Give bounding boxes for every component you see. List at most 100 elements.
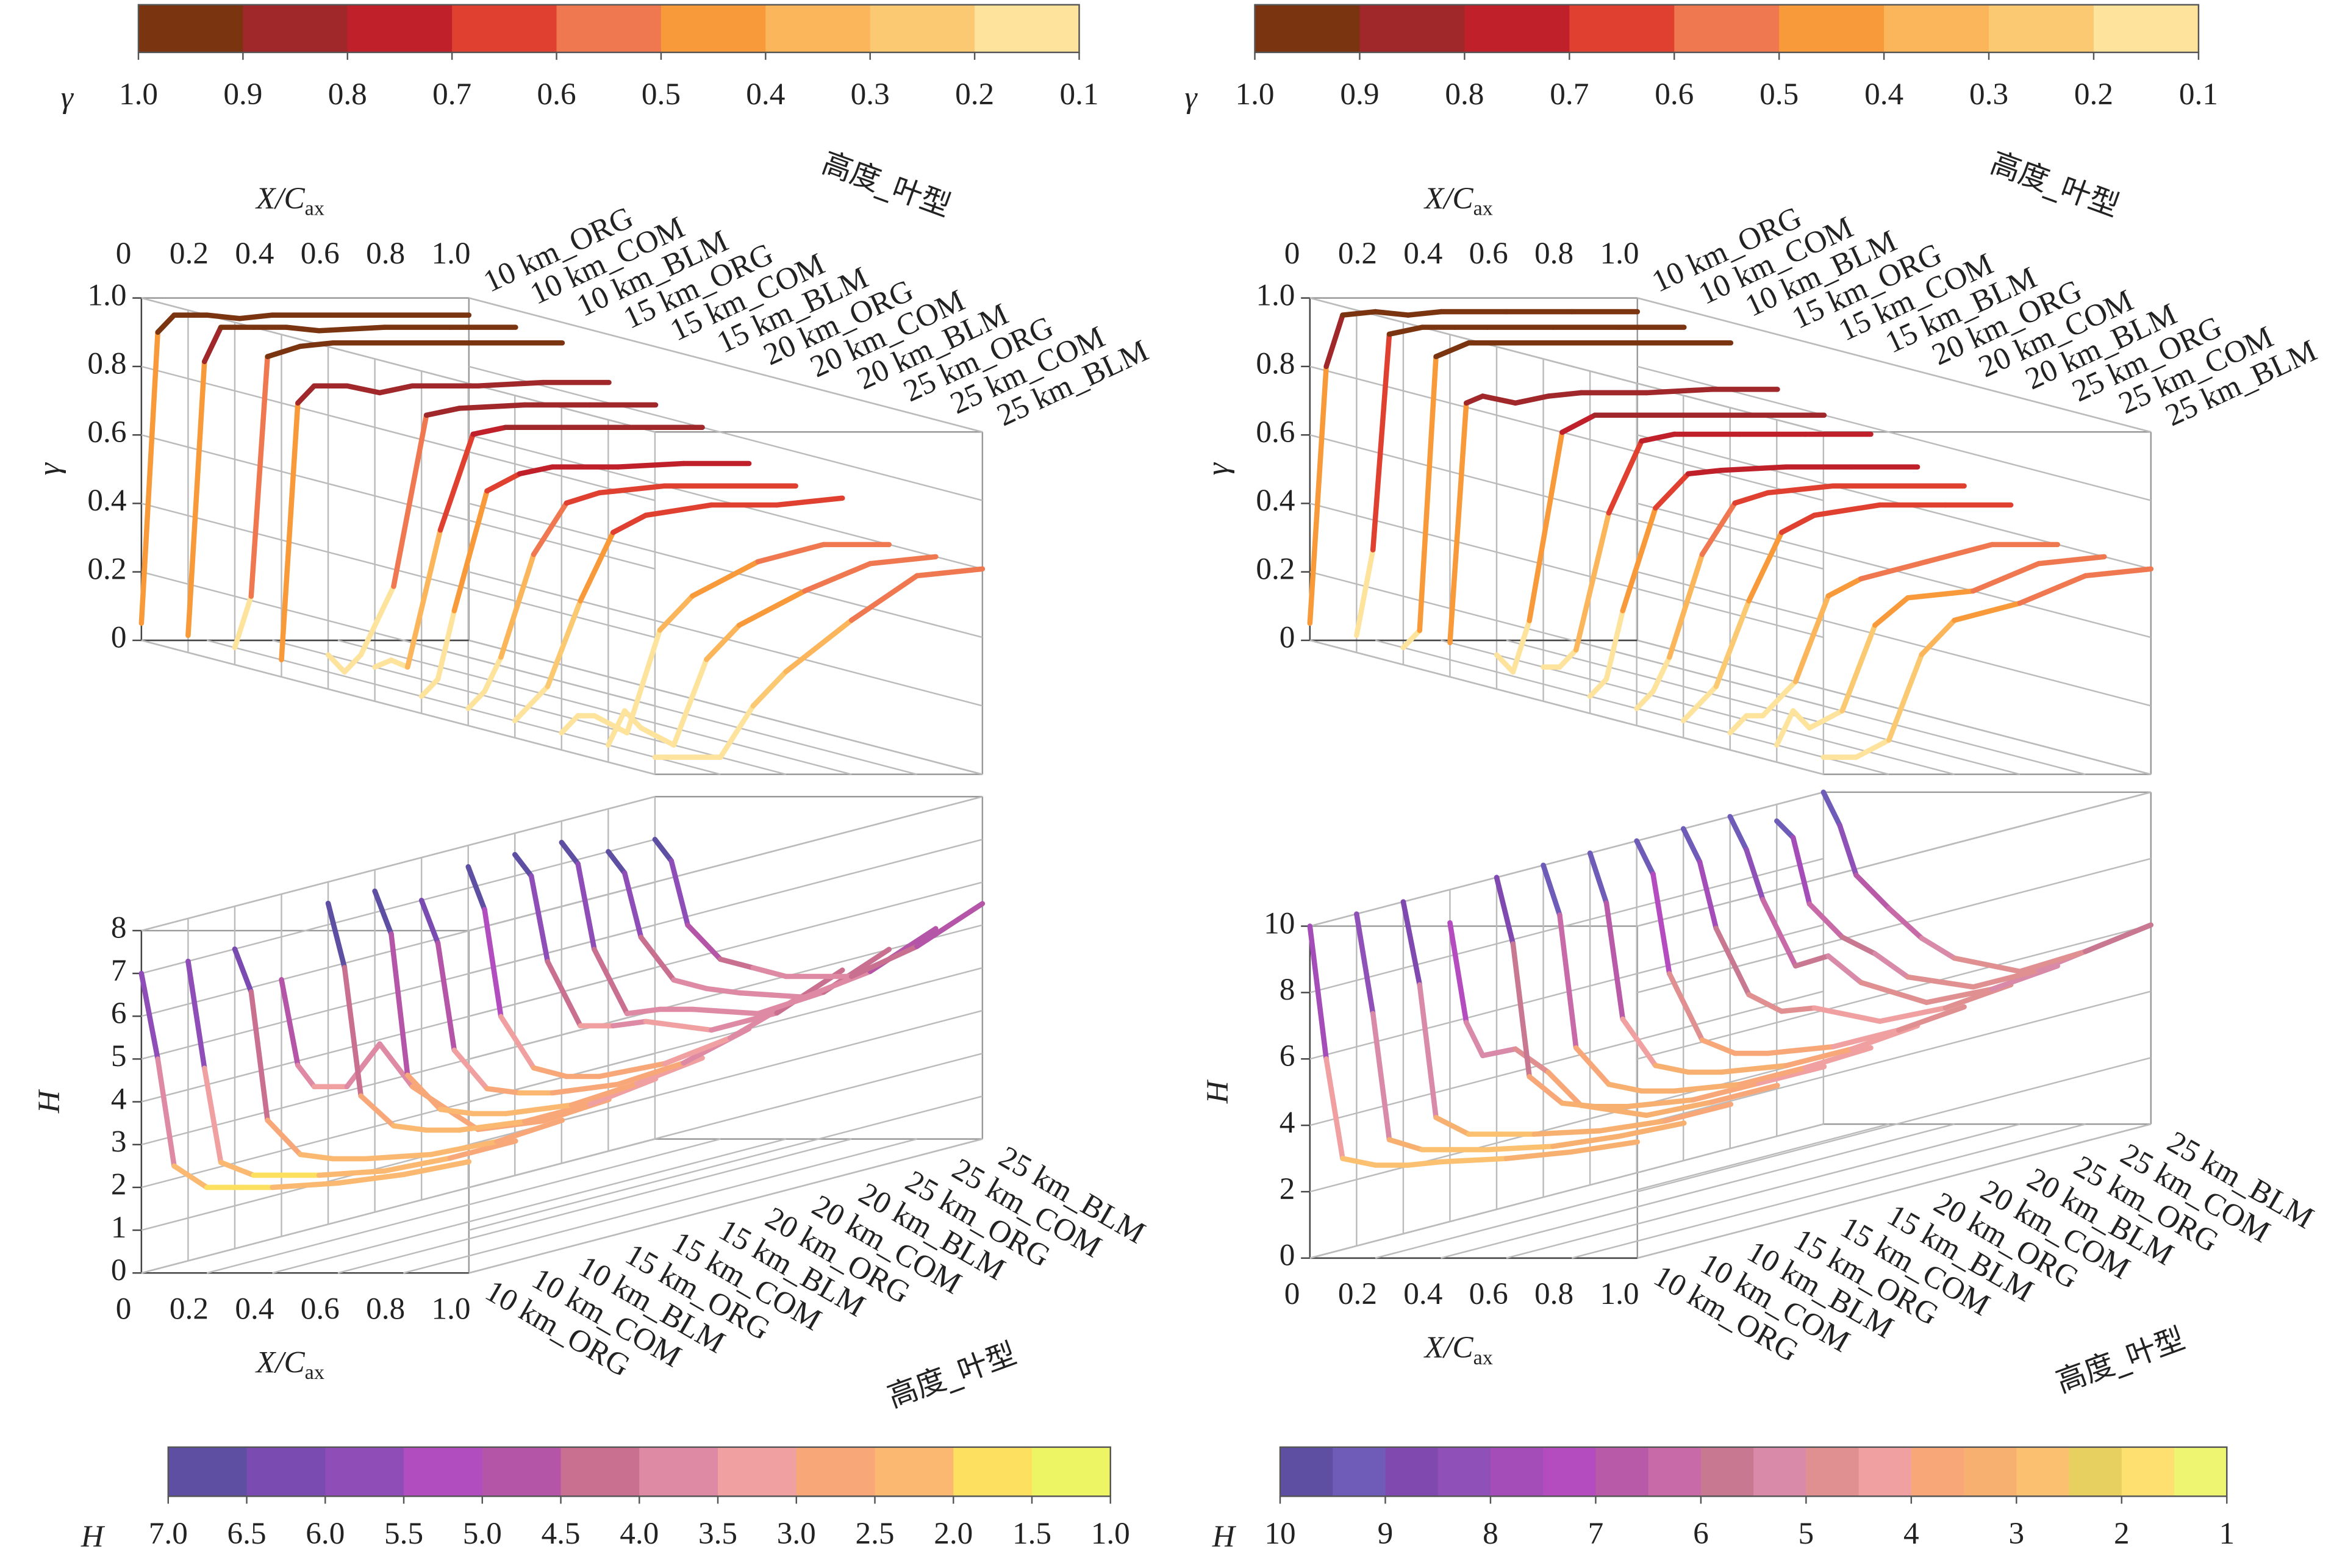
data-line-segment: [1653, 1062, 1691, 1075]
data-line-segment: [456, 1119, 528, 1133]
grid-line: [1637, 297, 2152, 433]
x-tick-label: 0.4: [235, 236, 274, 271]
grid-line: [1506, 1123, 2021, 1259]
data-line-segment: [342, 965, 364, 1099]
data-line-segment: [1858, 979, 1930, 1005]
data-line-segment: [185, 359, 207, 639]
data-line-segment: [1639, 431, 1677, 444]
x-tick-label: 1.0: [1600, 1276, 1639, 1311]
data-line-segment: [482, 907, 504, 1020]
data-line-segment: [652, 837, 675, 864]
data-line-segment: [1417, 354, 1439, 634]
data-line-segment: [1597, 1118, 1668, 1134]
data-line-segment: [498, 551, 537, 660]
data-line-segment: [1480, 393, 1519, 406]
y-tick-label: 0.2: [87, 551, 126, 586]
data-line-segment: [643, 502, 714, 518]
data-line-segment: [270, 1180, 341, 1190]
data-line-segment: [1718, 464, 1789, 473]
colorbar-tick-label: 1: [2219, 1516, 2235, 1551]
data-line-segment: [1545, 1069, 1584, 1108]
data-line-segment: [1971, 967, 2042, 990]
data-line-segment: [1464, 1020, 1486, 1059]
data-line-segment: [265, 343, 303, 359]
x-axis-label-main: X/C: [255, 1345, 306, 1380]
color-band: [1255, 4, 1361, 52]
data-line-segment: [138, 970, 160, 1062]
x-tick-label: 0.6: [301, 1291, 340, 1326]
data-line-segment: [575, 861, 597, 952]
data-line-segment: [1709, 1083, 1780, 1105]
data-line-segment: [1820, 789, 1842, 828]
data-line-segment: [638, 725, 677, 748]
colorbar-tick-label: 4.0: [620, 1516, 659, 1551]
data-line-segment: [1713, 925, 1752, 998]
data-line-segment: [1307, 923, 1329, 1062]
data-line-segment: [1405, 1159, 1444, 1168]
grid-line: [1637, 1123, 2152, 1259]
data-line-segment: [1587, 676, 1609, 699]
data-line-segment: [1765, 483, 1836, 496]
z-axis-label: 高度_叶型: [817, 145, 955, 224]
data-line-segment: [1779, 512, 1817, 535]
data-line-segment: [388, 657, 410, 670]
data-line-segment: [1512, 1046, 1551, 1075]
data-line-segment: [1545, 390, 1584, 399]
data-line-segment: [606, 708, 628, 748]
colorbar-label: γ: [61, 80, 74, 115]
x-axis-label-sub: ax: [1473, 1347, 1493, 1369]
x-tick-label: 0.8: [366, 236, 405, 271]
data-line-segment: [690, 559, 761, 599]
y-tick-label: 0.4: [1256, 483, 1295, 518]
colorbar-tick-label: 0.5: [642, 77, 681, 112]
data-line-segment: [465, 864, 487, 912]
x-tick-label: 0.8: [366, 1291, 405, 1326]
data-line-segment: [316, 1168, 387, 1178]
data-line-segment: [512, 851, 534, 879]
colorbar-tick-label: 3.5: [698, 1516, 737, 1551]
data-line-segment: [1354, 911, 1376, 1017]
data-line-segment: [1811, 1005, 1883, 1024]
grid-line: [403, 1138, 917, 1274]
data-line-segment: [1512, 393, 1551, 406]
data-line-segment: [1650, 871, 1672, 976]
data-line-segment: [736, 588, 807, 628]
data-line-segment: [1952, 600, 2023, 623]
colorbar-tick-label: 0.2: [955, 77, 994, 112]
data-line-segment: [718, 703, 756, 760]
data-line-segment: [1372, 309, 1411, 318]
data-line-segment: [559, 839, 581, 867]
data-line-segment: [914, 566, 986, 579]
data-line-segment: [1790, 835, 1813, 907]
color-band: [1595, 1447, 1649, 1497]
x-tick-label: 0.2: [1338, 236, 1377, 271]
color-band: [1989, 4, 2095, 52]
data-line-segment: [1323, 1056, 1345, 1161]
data-line-segment: [1919, 617, 1957, 657]
data-line-segment: [1386, 324, 1425, 337]
color-band: [2093, 4, 2200, 52]
data-line-segment: [437, 1106, 476, 1117]
data-line-segment: [1886, 651, 1925, 743]
data-line-segment: [1792, 953, 1831, 969]
data-line-segment: [1405, 309, 1444, 318]
data-line-segment: [1620, 505, 1658, 614]
grid-line: [468, 881, 983, 1017]
colorbar-tick-label: 3: [2009, 1516, 2025, 1551]
data-line-segment: [1559, 1100, 1598, 1109]
data-line-segment: [1806, 901, 1845, 940]
grid-line: [206, 639, 721, 775]
data-line-segment: [709, 1010, 780, 1033]
data-line-segment: [621, 708, 644, 731]
data-line-segment: [1559, 412, 1598, 435]
data-line-segment: [171, 1163, 210, 1190]
color-band: [243, 4, 348, 52]
z-axis-label: 高度_叶型: [883, 1336, 1021, 1414]
data-line-segment: [1531, 1128, 1603, 1137]
data-line-segment: [335, 1172, 406, 1186]
grid-line: [141, 365, 656, 501]
data-line-segment: [1307, 363, 1329, 626]
x-axis-label-sub: ax: [305, 197, 324, 220]
y-tick-label: 4: [1280, 1105, 1295, 1140]
data-line-segment: [517, 464, 556, 477]
